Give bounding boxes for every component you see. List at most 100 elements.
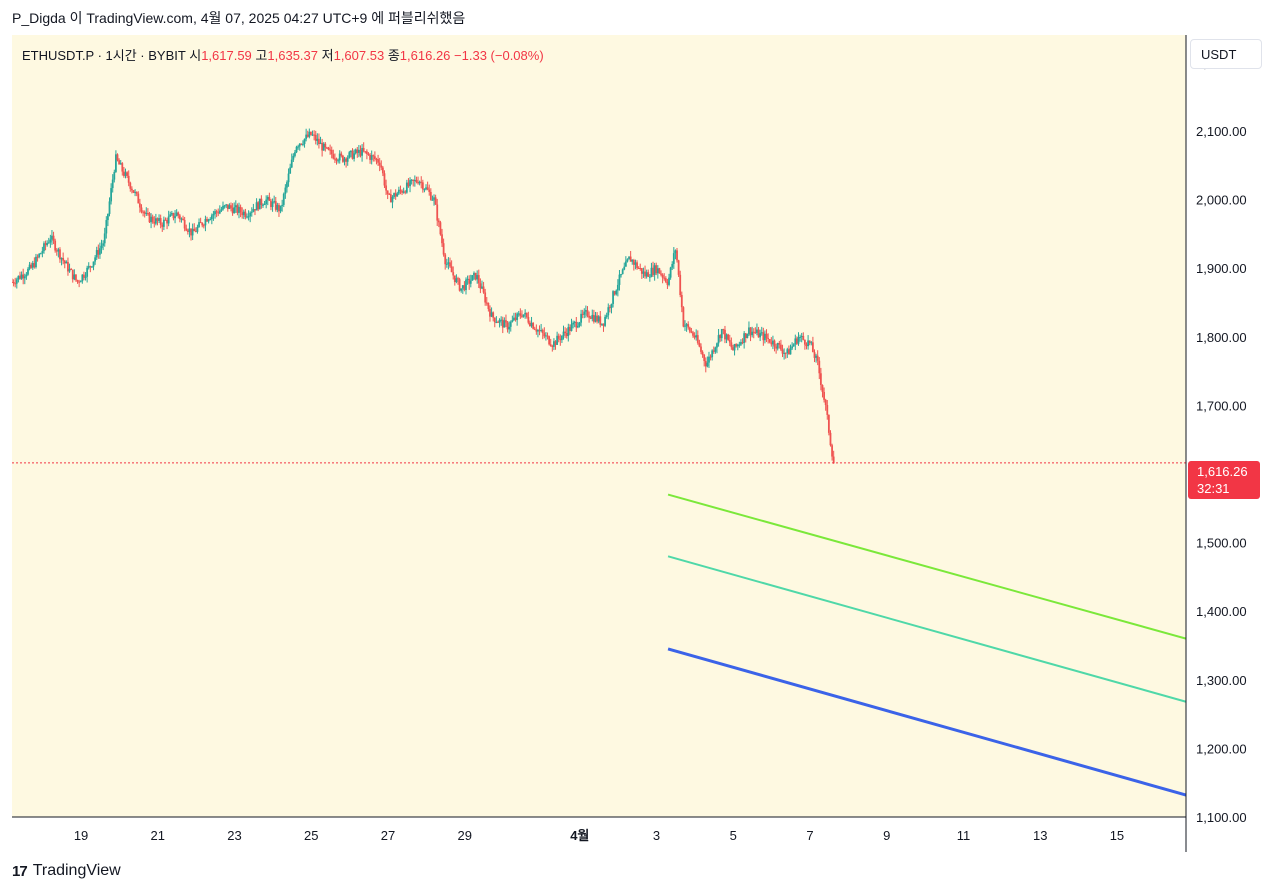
candle-body [799,336,802,338]
candle-body [573,321,576,323]
candle-body [727,334,730,341]
candle-body [773,340,776,347]
candle-body [252,209,255,212]
candle-body [791,346,794,349]
y-tick-label: 1,400.00 [1196,604,1247,619]
candle-body [138,203,141,208]
candle-body [576,325,579,328]
candle-body [624,261,627,267]
candle-body [316,138,319,141]
candle-body [650,267,653,277]
candles-group [11,128,835,464]
x-tick-label: 23 [227,828,241,843]
candle-body [41,251,44,254]
candle-body [685,324,688,326]
candle-body [514,317,517,320]
candle-body [722,329,725,331]
candle-body [314,134,317,141]
candle-body [39,253,42,255]
candle-body [329,149,332,151]
candle-body [166,220,168,224]
candle-body [361,147,363,156]
candle-body [409,180,411,187]
candle-body [584,310,587,312]
chart-area[interactable]: 1,100.00 1,200.00 1,300.00 1,400.00 1,500.00… [11,35,1268,852]
candle-body [231,208,234,214]
candle-body [95,250,98,258]
candle-body [354,149,357,154]
candle-body [508,326,511,330]
candle-body [789,348,792,355]
candle-body [465,279,467,291]
candle-body [423,189,426,191]
high-value: 1,635.37 [267,48,318,63]
candle-body [174,216,176,219]
candle-body [545,335,547,337]
candle-body [270,200,272,208]
candle-body [193,228,196,232]
candle-body [273,201,276,203]
candle-body [444,254,447,265]
candle-body [225,204,228,206]
y-tick-label: 1,100.00 [1196,810,1247,825]
plot-background [12,35,1186,817]
candle-body [396,193,399,197]
time-axis-labels: 19 21 23 25 27 29 4월 3 5 7 9 11 13 15 [74,828,1124,843]
close-value: 1,616.26 [399,48,451,63]
candle-body [764,333,766,341]
candle-body [178,215,181,220]
candle-body [597,316,600,322]
candle-body [33,263,36,268]
candle-body [441,234,443,244]
candle-body [538,330,541,332]
candle-body [620,274,622,276]
candle-body [623,266,626,270]
candle-body [426,187,429,190]
candle-body [516,313,519,320]
candle-body [295,146,298,153]
x-tick-label: 25 [304,828,318,843]
candle-body [506,322,509,330]
candle-body [450,266,453,273]
candle-body [322,143,325,151]
candle-body [311,134,314,136]
candle-body [375,158,378,160]
candle-body [569,327,571,331]
price-chart[interactable]: 1,100.00 1,200.00 1,300.00 1,400.00 1,500.00… [11,35,1268,852]
candle-body [191,228,194,236]
candle-body [652,267,654,275]
candle-body [182,218,184,220]
currency-unit-button[interactable]: USDT [1190,39,1262,69]
candle-body [796,338,798,344]
candle-body [153,221,156,224]
candle-body [343,158,346,162]
candle-body [342,155,344,162]
last-price-value: 1,616.26 [1197,464,1248,479]
candle-body [338,153,341,161]
candle-body [439,222,442,235]
candle-body [79,281,82,283]
candle-body [658,268,661,274]
candle-body [228,205,231,209]
candle-body [696,335,699,343]
candle-body [524,312,527,315]
tradingview-logo[interactable]: 17 TradingView [12,862,121,880]
candle-body [391,196,394,203]
symbol-label[interactable]: ETHUSDT.P · 1시간 · BYBIT [22,48,186,63]
candle-body [647,272,650,277]
candle-body [415,179,418,182]
candle-body [60,257,63,260]
candle-body [303,138,306,144]
candle-body [535,329,538,332]
x-tick-label: 9 [883,828,890,843]
candle-body [546,335,549,337]
candle-body [680,294,683,308]
candle-body [15,279,18,284]
candle-body [421,182,424,190]
candle-body [442,243,445,255]
candle-body [613,291,616,295]
candle-body [46,242,49,246]
candle-body [73,274,76,280]
candle-body [327,147,330,150]
candle-body [405,182,408,193]
